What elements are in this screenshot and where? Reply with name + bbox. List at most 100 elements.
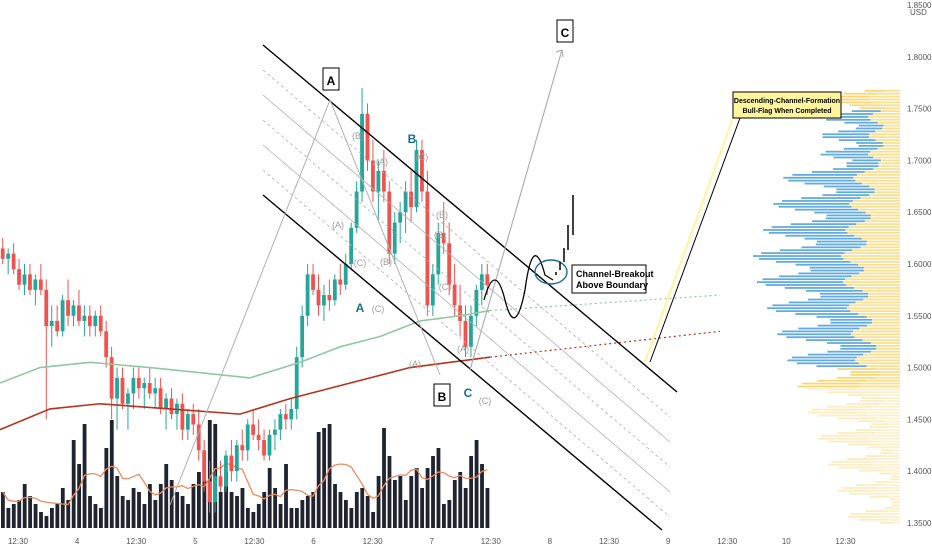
vp-bar — [860, 246, 900, 249]
vp-bar — [757, 281, 843, 284]
wave-major-a-box — [322, 67, 340, 91]
candle-body — [262, 440, 266, 456]
vp-bar — [858, 362, 900, 365]
subwave-label: (C) — [439, 282, 452, 292]
vp-bar — [856, 429, 883, 431]
vp-bar — [869, 446, 888, 449]
vp-bar — [786, 336, 855, 339]
candle-body — [289, 408, 294, 420]
vp-bar — [759, 258, 844, 260]
vp-bar — [855, 127, 883, 130]
vp-bar — [859, 107, 884, 110]
volume-bar — [463, 488, 468, 528]
vp-bar — [840, 487, 877, 489]
vp-bar — [883, 144, 900, 147]
target-arrow-line — [469, 49, 563, 371]
vp-bar — [859, 327, 900, 330]
wave-minor-label: A — [356, 301, 365, 315]
vp-bar — [868, 434, 900, 437]
candle-body — [60, 300, 65, 332]
candle-body — [425, 191, 430, 306]
candle-body — [44, 289, 49, 327]
channel-upper — [262, 44, 678, 393]
vp-bar — [855, 301, 900, 304]
vp-bar — [781, 200, 853, 202]
vp-bar — [842, 281, 900, 284]
subwave-label: (B) — [436, 210, 448, 220]
time-tick-label: 7 — [429, 537, 434, 546]
vp-bar — [862, 388, 900, 391]
vp-bar — [880, 513, 900, 515]
channel-midline — [262, 169, 671, 518]
vp-bar — [875, 417, 900, 420]
breakout-circle — [534, 259, 568, 285]
volume-bar — [360, 488, 365, 528]
ema-red-projection — [489, 330, 721, 358]
ema-red-line — [0, 356, 491, 431]
candle-body — [463, 320, 468, 347]
vp-bar — [877, 147, 900, 150]
vp-bar — [806, 289, 863, 292]
volume-bar — [55, 504, 60, 528]
vp-bar — [854, 359, 900, 362]
volume-bar — [251, 512, 256, 528]
subwave-label: (A) — [409, 359, 421, 369]
vp-bar — [878, 165, 900, 168]
vp-bar — [856, 223, 900, 226]
subwave-label: (A) — [457, 344, 469, 354]
candle-body — [376, 170, 381, 192]
volume-ma-line — [2, 462, 488, 506]
volume-bar — [278, 504, 283, 528]
price-tick-label: 1.3500 — [907, 519, 932, 528]
candle-body — [33, 279, 38, 290]
volume-bar — [202, 480, 207, 528]
channel-midline — [262, 69, 671, 418]
vp-bar — [826, 217, 871, 220]
projected-path — [483, 255, 554, 319]
vp-bar — [807, 298, 864, 301]
vp-bar — [807, 353, 864, 356]
volume-bar — [99, 508, 103, 528]
vp-bar — [833, 156, 874, 159]
volume-bar — [164, 464, 169, 528]
volume-bar — [109, 420, 114, 528]
vp-bar — [874, 191, 900, 194]
vp-bar — [895, 498, 900, 501]
volume-bar — [197, 472, 201, 528]
subwave-label: (B) — [380, 257, 392, 267]
candle-body — [300, 315, 305, 358]
vp-bar — [878, 402, 900, 405]
volume-bar — [354, 492, 359, 528]
vp-bar — [883, 518, 900, 521]
vp-bar — [852, 330, 900, 333]
vp-bar — [849, 492, 880, 495]
vp-bar — [837, 368, 876, 370]
volume-bars — [1, 420, 490, 528]
vp-bar — [820, 115, 869, 118]
vp-bar — [801, 382, 861, 385]
candle-body — [251, 424, 256, 435]
vp-bar — [871, 440, 900, 443]
vp-bar — [864, 89, 886, 92]
vp-bar — [879, 492, 900, 495]
vp-bar — [863, 298, 900, 301]
vp-bar — [863, 266, 900, 269]
vp-bar — [868, 153, 900, 156]
volume-bar — [158, 484, 163, 528]
candle-body — [142, 383, 147, 389]
callout-box — [732, 91, 842, 119]
vp-bar — [883, 124, 900, 127]
candle-body — [283, 414, 288, 420]
vp-bar — [880, 159, 900, 162]
candle-body — [120, 377, 125, 404]
vp-bar — [810, 269, 865, 272]
vp-bar — [873, 113, 900, 115]
volume-bar — [44, 516, 49, 528]
candle-body — [6, 253, 11, 259]
volume-bar — [240, 488, 245, 528]
candle-body — [316, 289, 321, 306]
vp-bar — [870, 405, 900, 408]
vp-bar — [836, 191, 875, 194]
vp-bar — [807, 411, 864, 414]
